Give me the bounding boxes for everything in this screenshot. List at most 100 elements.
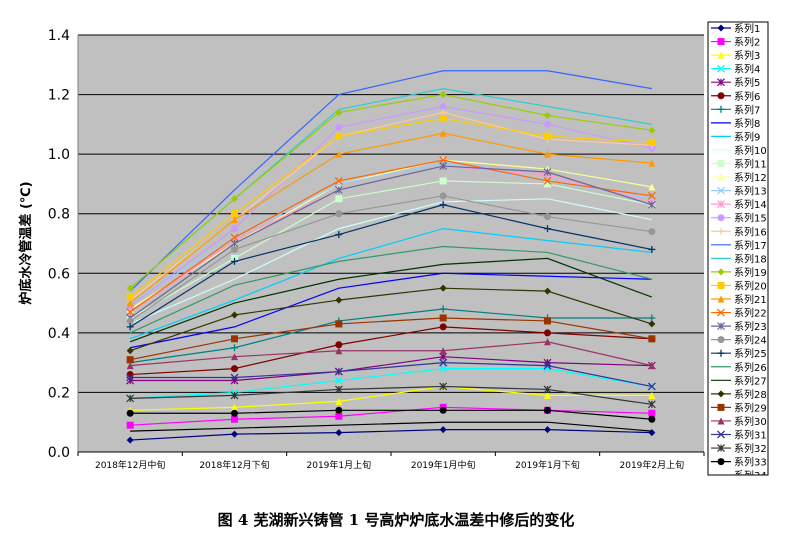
series-line xyxy=(129,204,652,328)
data-point-marker xyxy=(231,365,238,373)
data-point-marker xyxy=(648,183,656,191)
legend-label: 系列24 xyxy=(734,334,767,347)
legend-label: 系列6 xyxy=(734,90,760,103)
legend-item: 系列7 xyxy=(711,103,760,116)
legend-item: 系列25 xyxy=(711,347,767,360)
data-point-marker xyxy=(544,120,551,128)
data-point-marker xyxy=(335,132,343,140)
series-10 xyxy=(129,198,652,325)
data-point-marker xyxy=(544,111,551,119)
data-point-marker xyxy=(231,257,238,265)
legend-item: 系列1 xyxy=(711,22,760,35)
legend-item: 系列2 xyxy=(711,36,760,49)
data-point-marker xyxy=(717,214,725,222)
series-line xyxy=(130,421,652,432)
legend-item: 系列14 xyxy=(711,198,767,211)
legend-label: 系列2 xyxy=(734,36,760,49)
data-point-marker xyxy=(231,403,238,411)
data-point-marker xyxy=(543,176,552,185)
legend-label: 系列28 xyxy=(734,388,767,401)
x-tick-label: 2018年12月中旬 xyxy=(95,459,165,471)
series-29 xyxy=(126,314,656,364)
data-point-marker xyxy=(231,344,238,352)
data-point-marker xyxy=(126,409,134,417)
data-point-marker xyxy=(231,415,238,423)
data-point-marker xyxy=(717,308,725,317)
legend-item: 系列31 xyxy=(711,429,767,442)
data-point-marker xyxy=(334,176,343,185)
data-point-marker xyxy=(439,358,448,367)
data-point-marker xyxy=(231,245,238,253)
data-point-marker xyxy=(717,105,725,113)
x-tick-label: 2019年1月上旬 xyxy=(307,459,372,471)
data-point-marker xyxy=(126,362,134,370)
legend-label: 系列10 xyxy=(734,144,767,157)
data-point-marker xyxy=(647,400,656,409)
data-point-marker xyxy=(648,314,656,322)
data-point-marker xyxy=(717,78,725,87)
data-point-marker xyxy=(439,364,448,373)
data-point-marker xyxy=(648,335,656,343)
legend-item: 系列18 xyxy=(711,252,767,265)
data-point-marker xyxy=(717,295,725,303)
data-point-marker xyxy=(717,322,725,331)
data-point-marker xyxy=(717,390,725,398)
data-point-marker xyxy=(717,227,725,235)
legend-item: 系列19 xyxy=(711,266,767,279)
legend-label: 系列18 xyxy=(734,252,767,265)
axes: 0.0 0.2 0.4 0.6 0.8 1.0 1.2 1.4 2018年12月中旬 2018年1… xyxy=(48,28,705,471)
data-point-marker xyxy=(231,195,238,203)
series-line xyxy=(129,195,652,322)
y-axis-label: 炉底水冷管温差 (℃) xyxy=(18,181,34,304)
data-point-marker xyxy=(439,156,448,165)
data-point-marker xyxy=(647,200,656,209)
data-point-marker xyxy=(126,308,135,316)
data-point-marker xyxy=(544,426,551,434)
data-point-marker xyxy=(544,317,551,325)
data-point-marker xyxy=(717,24,725,32)
data-point-marker xyxy=(439,91,447,99)
legend-item: 系列5 xyxy=(711,76,760,89)
data-point-marker xyxy=(335,231,343,239)
data-point-marker xyxy=(543,385,552,394)
data-point-marker xyxy=(439,177,447,185)
x-tick-label: 2018年12月下旬 xyxy=(199,459,269,471)
legend-label: 系列7 xyxy=(734,103,760,116)
data-point-marker xyxy=(717,92,725,100)
series-26 xyxy=(129,245,652,334)
data-point-marker xyxy=(231,409,238,417)
data-point-marker xyxy=(717,430,725,439)
series-line xyxy=(130,341,652,367)
data-point-marker xyxy=(126,293,134,301)
legend-label: 系列25 xyxy=(734,347,767,360)
data-point-marker xyxy=(717,160,725,167)
series-30 xyxy=(126,338,656,370)
legend-item: 系列29 xyxy=(711,401,767,414)
legend-label: 系列32 xyxy=(734,442,767,455)
legend-label: 系列1 xyxy=(734,22,760,35)
series-19 xyxy=(126,91,656,292)
legend-items: 系列1系列2系列3系列4系列5系列6系列7系列8系列9系列10系列11系列12系… xyxy=(711,22,767,475)
data-point-marker xyxy=(439,305,447,313)
data-point-marker xyxy=(439,382,448,391)
series-line xyxy=(130,429,652,441)
legend-label: 系列11 xyxy=(734,158,767,171)
legend-item: 系列27 xyxy=(711,374,767,387)
data-point-marker xyxy=(717,268,725,276)
data-point-marker xyxy=(648,228,656,236)
data-point-marker xyxy=(544,287,551,295)
data-point-marker xyxy=(439,114,447,122)
legend-item: 系列17 xyxy=(711,239,767,252)
data-point-marker xyxy=(717,186,725,195)
legend-label: 系列33 xyxy=(734,456,767,469)
data-point-marker xyxy=(230,373,239,382)
data-point-marker xyxy=(335,397,343,405)
data-point-marker xyxy=(335,412,343,420)
legend-item: 系列22 xyxy=(711,307,767,320)
y-tick-label: 0.2 xyxy=(48,385,70,401)
data-point-marker xyxy=(126,394,135,403)
series-line xyxy=(130,317,652,361)
legend-item: 系列8 xyxy=(711,117,760,130)
series-line xyxy=(129,105,652,307)
series-line xyxy=(130,356,652,382)
